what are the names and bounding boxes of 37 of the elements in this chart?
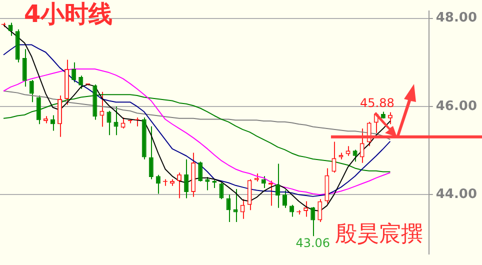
candlestick <box>304 200 308 218</box>
candlestick <box>388 112 392 125</box>
y-tick-label: 48.00 <box>436 10 478 26</box>
candlestick <box>332 141 336 174</box>
candlestick <box>318 198 322 223</box>
candlestick <box>275 163 280 208</box>
candlestick <box>226 194 231 223</box>
candlestick <box>22 48 27 88</box>
candlestick <box>198 161 203 182</box>
candlestick <box>78 75 84 90</box>
y-tick-label: 46.00 <box>436 98 478 114</box>
annotation: 殷昊宸撰 <box>334 222 423 247</box>
candlestick <box>240 198 245 220</box>
candlestick <box>29 80 34 103</box>
candlestick <box>114 106 118 136</box>
candlestick <box>8 22 13 36</box>
candlestick <box>360 128 364 164</box>
candlestick <box>72 62 76 83</box>
candlestick <box>58 94 62 138</box>
annotation: 43.06 <box>296 236 330 250</box>
candlestick <box>148 126 154 180</box>
candlestick <box>352 149 358 162</box>
candlestick <box>177 172 182 199</box>
candlestick <box>247 178 252 211</box>
candlestick <box>282 190 287 208</box>
candlestick <box>346 146 350 156</box>
chart-title: 4小时线 <box>24 0 113 28</box>
candlestick <box>156 174 160 194</box>
candlestick <box>219 182 224 200</box>
annotation: 45.88 <box>360 96 394 110</box>
candlestick <box>184 158 189 199</box>
candlestick <box>261 176 266 189</box>
candlestick <box>106 110 112 136</box>
y-tick-label: 44.00 <box>436 187 478 202</box>
candlestick <box>205 176 210 191</box>
candlestick <box>233 188 238 223</box>
candlestick <box>310 206 316 237</box>
